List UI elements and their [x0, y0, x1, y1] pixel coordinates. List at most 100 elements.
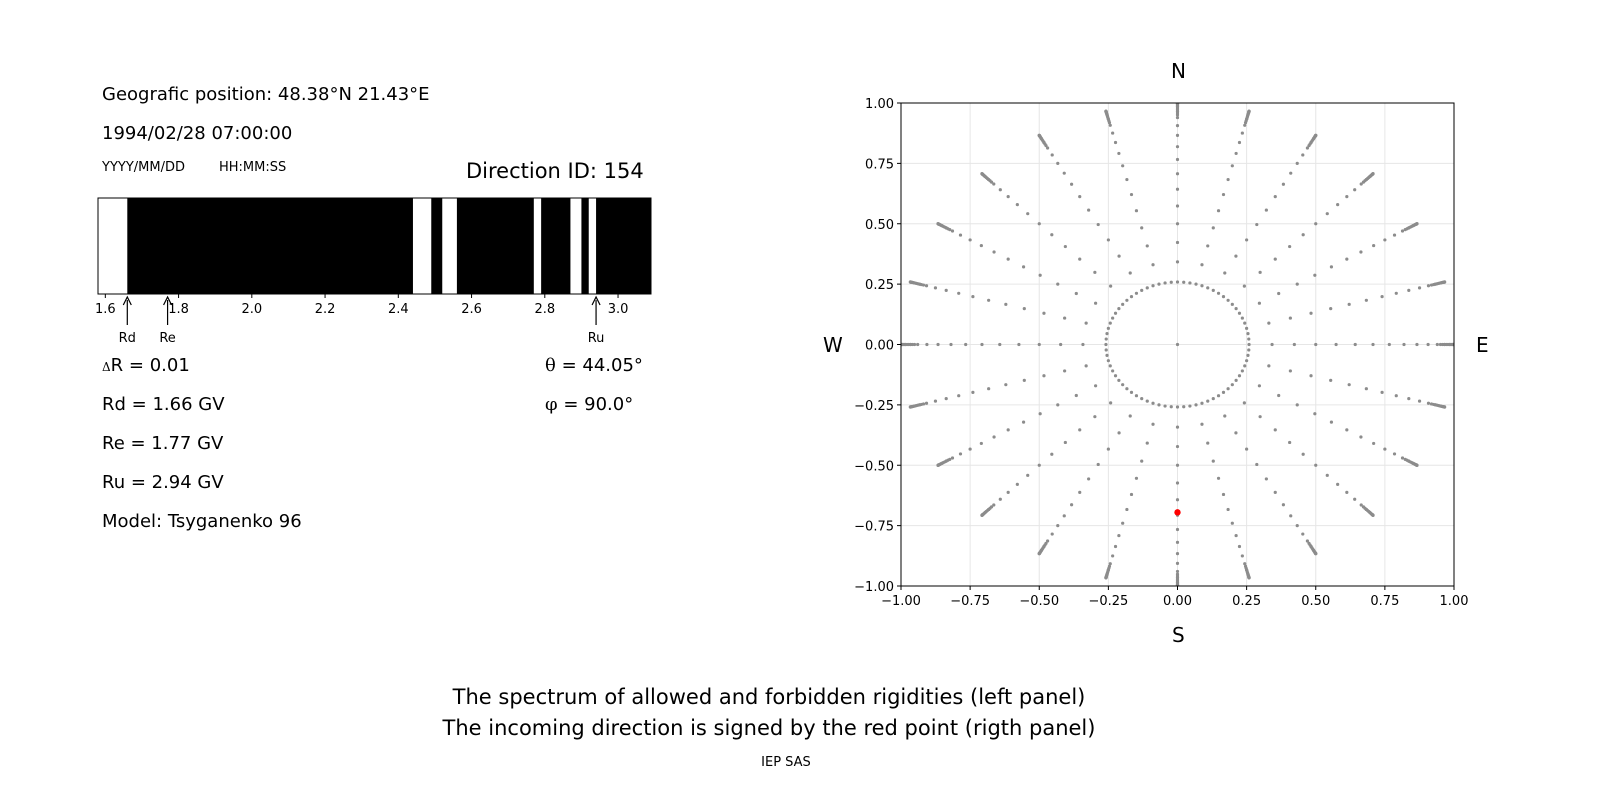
grid-point	[1407, 397, 1411, 401]
grid-point	[933, 286, 938, 290]
grid-point	[1004, 302, 1008, 306]
grid-point	[1121, 302, 1125, 306]
grid-point	[1301, 233, 1305, 237]
grid-point	[1175, 342, 1180, 347]
grid-point	[1015, 482, 1019, 486]
grid-point	[1258, 415, 1262, 419]
grid-point	[1121, 521, 1125, 525]
grid-point	[1006, 490, 1010, 494]
grid-point	[1345, 428, 1349, 432]
grid-point	[933, 399, 938, 403]
grid-point	[1050, 153, 1054, 157]
grid-point	[1037, 222, 1041, 226]
y-tick-label: −1.00	[854, 580, 894, 595]
grid-point	[1258, 270, 1262, 274]
grid-point	[1345, 195, 1349, 199]
compass-north: N	[1171, 59, 1186, 83]
grid-point	[1223, 271, 1227, 275]
grid-point	[950, 229, 955, 233]
grid-point	[949, 342, 953, 347]
grid-point	[1128, 414, 1132, 418]
grid-point	[1442, 280, 1447, 284]
grid-point	[1063, 244, 1067, 249]
grid-point	[1021, 265, 1026, 269]
caption-line-2: The incoming direction is signed by the …	[442, 716, 1096, 740]
grid-point	[1081, 342, 1085, 347]
grid-point	[1295, 282, 1299, 286]
grid-point	[968, 447, 972, 451]
grid-point	[1038, 412, 1042, 416]
grid-point	[1372, 441, 1376, 446]
grid-point	[1134, 291, 1139, 295]
grid-point	[1435, 342, 1439, 347]
grid-point	[1182, 280, 1186, 284]
grid-point	[1329, 307, 1333, 311]
date-time: 1994/02/28 07:00:00	[102, 123, 293, 144]
grid-point	[1234, 307, 1238, 311]
grid-point	[1096, 222, 1100, 227]
grid-point	[1175, 157, 1180, 162]
grid-point	[1151, 263, 1155, 267]
grid-point	[1093, 415, 1097, 419]
grid-point	[1380, 295, 1384, 299]
x-tick-label: 2.8	[534, 302, 555, 317]
direction-id: Direction ID: 154	[466, 159, 644, 183]
grid-point	[1117, 431, 1121, 435]
grid-point	[1087, 208, 1091, 212]
grid-point	[1281, 182, 1286, 186]
grid-point	[1257, 384, 1261, 388]
grid-point	[992, 250, 996, 254]
grid-point	[924, 401, 929, 405]
grid-point	[924, 284, 929, 288]
grid-point	[1125, 387, 1129, 391]
grid-point	[1175, 222, 1180, 226]
grid-point	[1093, 270, 1097, 274]
grid-point	[1314, 133, 1318, 137]
x-tick-label: 1.00	[1440, 594, 1469, 609]
grid-point	[979, 243, 983, 248]
grid-point	[1084, 364, 1088, 368]
grid-point	[1037, 342, 1041, 347]
allowed-band	[581, 198, 589, 294]
grid-point	[1175, 260, 1180, 264]
grid-point	[1273, 257, 1277, 261]
grid-point	[1359, 182, 1363, 186]
grid-point	[1314, 342, 1318, 347]
grid-point	[1329, 420, 1334, 424]
grid-point	[1188, 404, 1192, 408]
grid-point	[1243, 123, 1247, 127]
marker-label-re: Re	[159, 331, 175, 346]
grid-point	[1240, 369, 1244, 373]
grid-point	[1169, 405, 1173, 409]
grid-point	[1015, 203, 1019, 207]
model-name: Model: Tsyganenko 96	[102, 511, 302, 532]
grid-point	[1104, 348, 1108, 352]
grid-point	[1257, 301, 1261, 305]
allowed-band	[456, 198, 534, 294]
grid-point	[1415, 222, 1419, 226]
grid-point	[1273, 428, 1277, 432]
grid-point	[1175, 540, 1180, 544]
rd-value: Rd = 1.66 GV	[102, 394, 225, 415]
grid-point	[1314, 552, 1318, 556]
grid-point	[1206, 441, 1210, 445]
caption-line-1: The spectrum of allowed and forbidden ri…	[452, 685, 1086, 709]
phi-text: = 90.0°	[557, 394, 634, 415]
grid-point	[1113, 374, 1118, 378]
grid-point	[1069, 503, 1074, 507]
grid-point	[1289, 171, 1293, 175]
grid-point	[1125, 177, 1129, 182]
grid-point	[1117, 254, 1121, 258]
grid-point	[1026, 473, 1030, 477]
grid-point	[1237, 544, 1242, 549]
grid-point	[916, 342, 920, 347]
grid-point	[944, 288, 948, 292]
grid-point	[1169, 280, 1173, 284]
y-tick-label: −0.25	[854, 399, 894, 414]
grid-point	[1247, 342, 1251, 347]
grid-point	[1050, 452, 1054, 456]
grid-point	[1106, 238, 1110, 242]
grid-point	[1056, 524, 1060, 528]
grid-point	[1247, 348, 1251, 352]
grid-point	[1104, 109, 1108, 113]
